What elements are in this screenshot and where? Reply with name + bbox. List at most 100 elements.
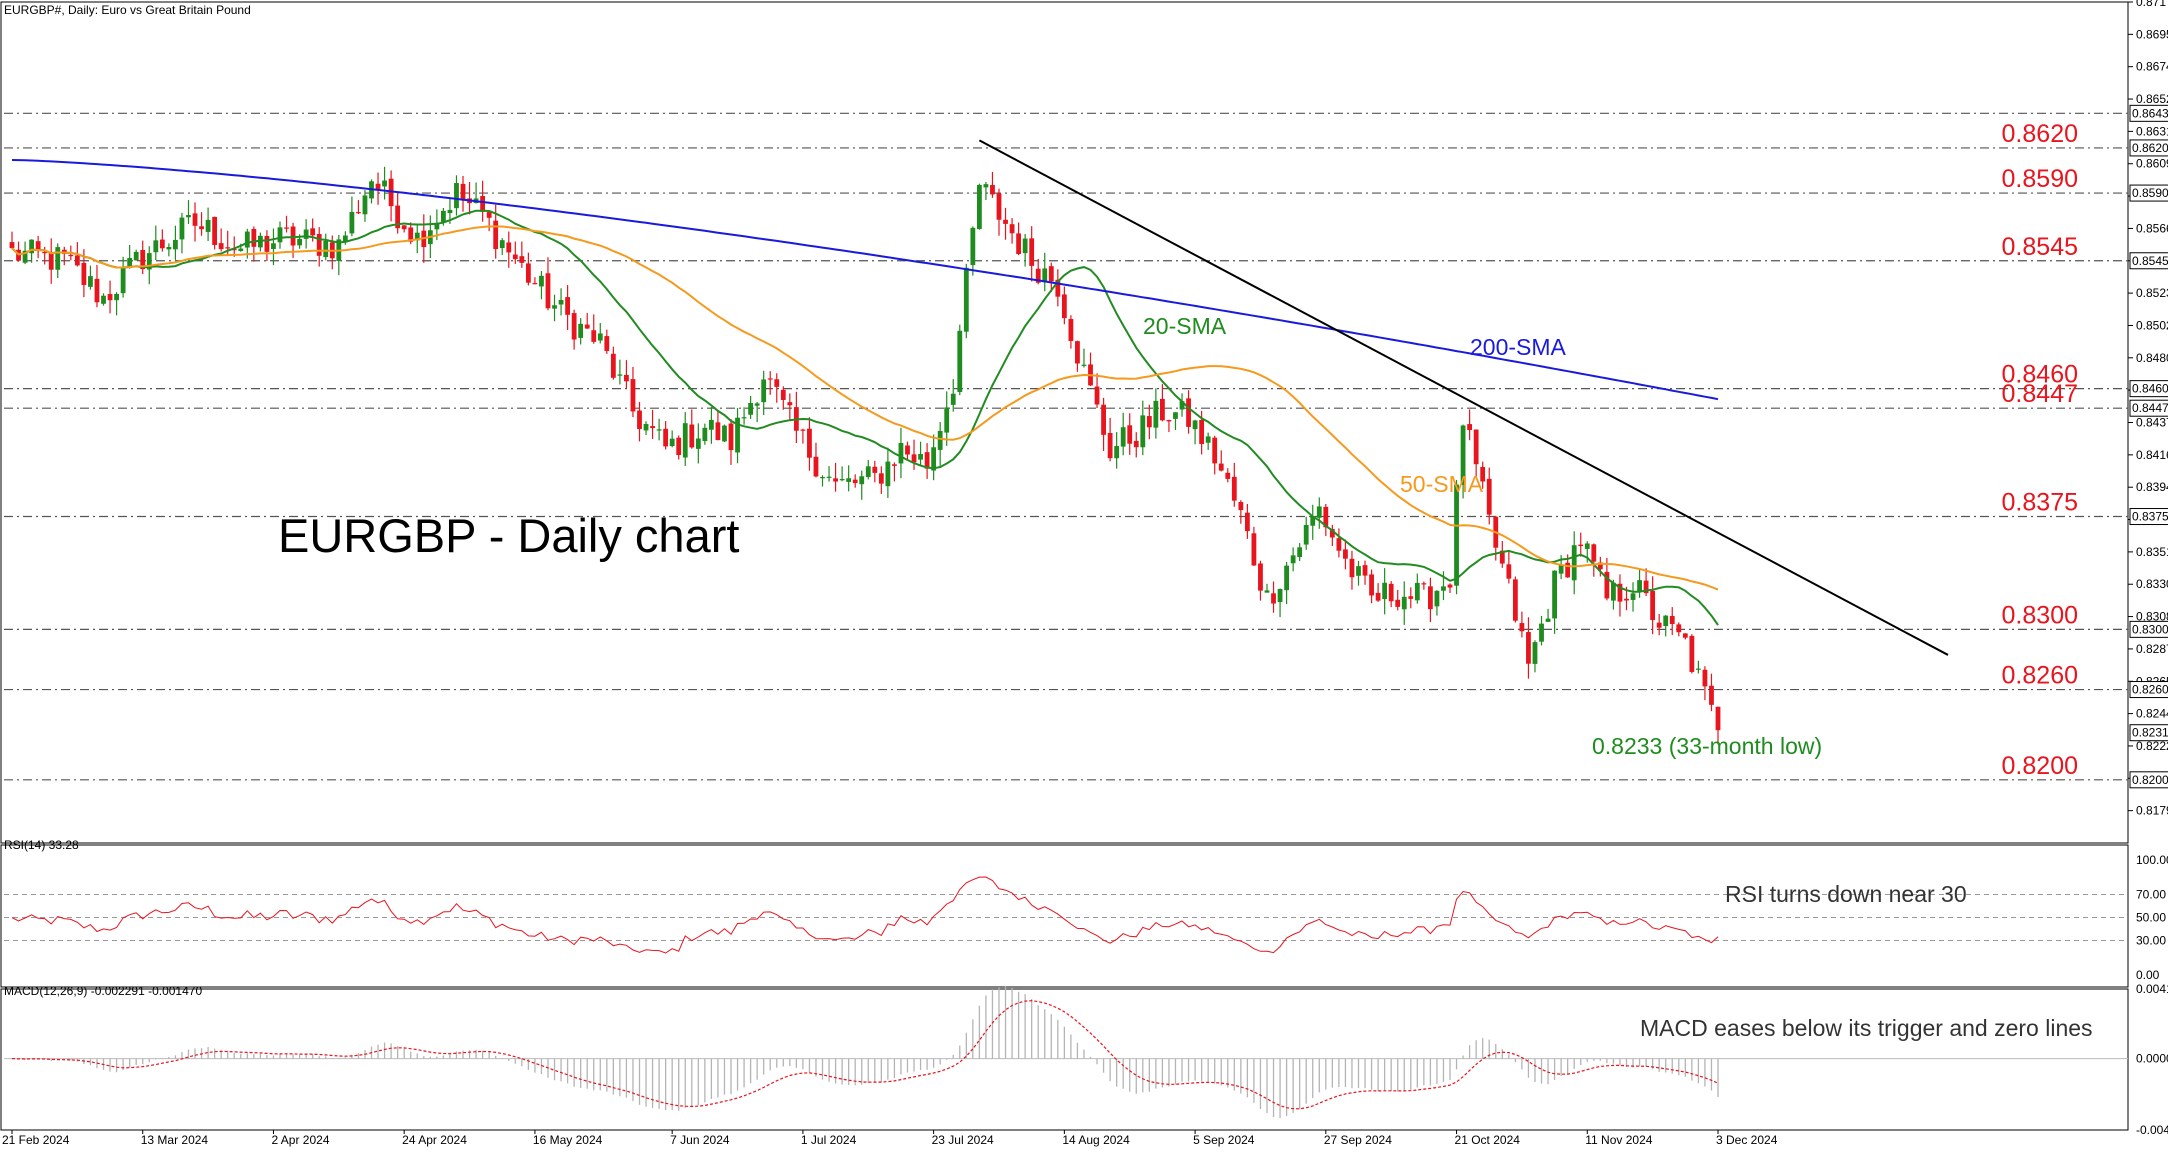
candle [1048,262,1054,293]
candle [715,409,721,441]
candle [375,172,381,205]
candle [1310,504,1316,540]
candle [1114,432,1120,469]
date-label: 2 Apr 2024 [271,1133,329,1147]
candle [1316,497,1322,529]
candle [1499,541,1505,568]
candle [911,439,917,470]
candle [539,271,544,300]
candle [532,277,538,285]
candle [1578,532,1584,557]
candle [931,434,937,481]
candle [1166,419,1172,433]
candle [94,264,100,308]
candle [257,232,263,252]
price-tick-label: 0.86525 [2136,92,2168,106]
candle [728,419,734,465]
price-tick-label: 0.82440 [2136,707,2168,721]
ma-200-sma [11,159,1719,401]
candle [1022,233,1028,267]
date-label: 16 May 2024 [533,1133,603,1147]
candle [1643,568,1649,597]
candle [748,396,754,419]
candle [316,227,322,267]
candle [624,360,629,389]
candle [833,462,838,492]
candle [1042,252,1048,292]
candle [663,421,669,450]
candle [1715,706,1721,745]
low-annotation: 0.8233 (33-month low) [1592,733,1822,759]
level-label-8: 0.8260 [2002,662,2078,690]
candle [199,212,204,236]
candle [689,409,695,449]
level-label-2: 0.8590 [2002,165,2078,193]
window-title: EURGBP#, Daily: Euro vs Great Britain Po… [4,3,251,17]
price-tick-label: 0.85020 [2136,318,2168,332]
candle [545,257,551,311]
candle [1682,633,1688,640]
candle [584,312,590,329]
price-tick-label: 0.82225 [2136,739,2168,753]
candle [905,441,910,460]
candle [1532,640,1538,673]
candle [1009,218,1015,244]
candle [898,427,904,479]
candle [1081,348,1087,368]
candle [1356,560,1361,586]
candle [1297,543,1303,562]
candle [140,240,146,275]
candle [395,193,401,234]
candle [1303,516,1309,550]
candle [1094,373,1100,408]
candle [865,459,871,480]
candle [839,466,845,482]
candle [1695,660,1701,674]
candle [1395,589,1401,611]
candle [852,474,858,488]
candle [1637,569,1642,598]
candle [1454,479,1459,595]
chart-big-title: EURGBP - Daily chart [278,509,739,562]
date-label: 11 Nov 2024 [1585,1133,1652,1147]
candle [1160,384,1165,422]
candle [1650,576,1656,635]
date-label: 23 Jul 2024 [932,1133,994,1147]
date-label: 21 Feb 2024 [2,1133,70,1147]
level-label-5: 0.8447 [2002,380,2078,408]
candle [1153,388,1159,439]
candle [114,292,119,316]
candle [650,409,655,439]
candle [669,430,675,448]
candle [558,288,564,316]
candle [1545,608,1551,622]
candle [1277,588,1283,618]
candle [35,235,41,259]
price-tick-label: 0.82870 [2136,642,2168,656]
candle [133,249,139,261]
candle [1427,577,1433,623]
candle [924,443,930,479]
candle [1709,673,1714,712]
candle [1369,569,1374,604]
candle [578,318,584,345]
candle [506,231,512,268]
date-label: 7 Jun 2024 [670,1133,730,1147]
candle [1271,581,1276,613]
candle [1238,500,1244,524]
candle [1460,424,1466,499]
candle [153,225,159,261]
candle [963,263,969,339]
date-label: 14 Aug 2024 [1062,1133,1130,1147]
macd-panel: 0.004159 0.000000 -0.004265 [4,982,2168,1137]
level-label-1: 0.8620 [2002,120,2078,148]
candle [1617,574,1623,617]
candle [1408,587,1414,609]
candle [277,221,283,249]
candle [120,256,126,298]
candle [1486,467,1492,525]
